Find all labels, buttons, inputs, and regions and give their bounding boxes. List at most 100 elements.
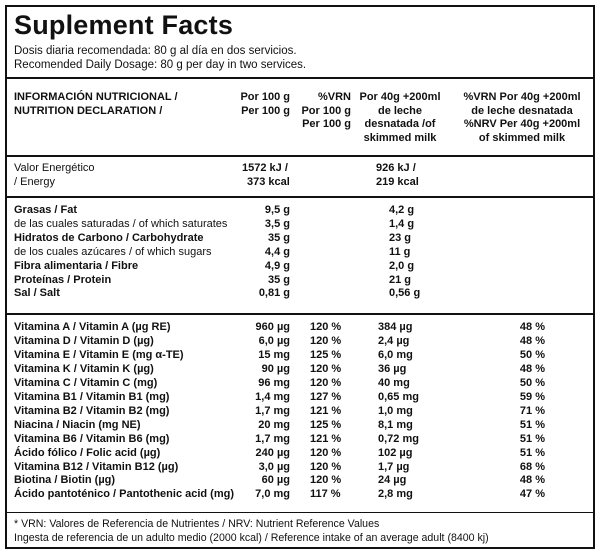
vitamin-row-milk: 40 mg — [378, 376, 410, 389]
vitamin-row-per100: 96 mg — [258, 376, 290, 389]
header-vrn-en: Per 100 g — [302, 118, 351, 131]
vitamin-row-per100: 90 µg — [261, 362, 290, 375]
supplement-facts-panel: Suplement Facts Dosis diaria recomendada… — [5, 5, 595, 549]
vitamin-row-per100: 1,7 mg — [255, 432, 290, 445]
energy-milk-kcal: 219 kcal — [376, 175, 419, 188]
divider-energy — [7, 196, 593, 198]
vitamin-row-milk: 2,4 µg — [378, 334, 410, 347]
macro-row-milk: 1,4 g — [389, 217, 415, 230]
vitamin-row-vrn: 125 % — [310, 418, 342, 431]
vitamin-row-vrn: 120 % — [310, 362, 342, 375]
vitamin-row-vrnmilk: 47 % — [519, 488, 545, 501]
header-milk-line4: skimmed milk — [363, 131, 437, 144]
vitamin-row-vrnmilk: 71 % — [519, 404, 545, 417]
vitamin-row-vrn: 120 % — [310, 474, 342, 487]
vitamin-row-milk: 102 µg — [378, 446, 413, 459]
vitamin-row-milk: 1,7 µg — [378, 460, 410, 473]
header-vrnmilk-line2: de leche desnatada — [471, 104, 573, 117]
vitamin-row-per100: 20 mg — [258, 418, 290, 431]
vitamin-row-vrn: 117 % — [310, 488, 341, 501]
vitamin-row-label: Vitamina E / Vitamin E (mg α-TE) — [14, 348, 184, 361]
macro-row-milk: 23 g — [389, 231, 412, 244]
vitamin-row-per100: 1,4 mg — [255, 390, 290, 403]
vitamin-row-label: Vitamina B1 / Vitamin B1 (mg) — [14, 390, 170, 403]
macro-row-per100: 3,5 g — [264, 217, 290, 230]
macro-row-label: Proteínas / Protein — [14, 273, 112, 286]
vitamin-row-per100: 15 mg — [258, 348, 290, 361]
vitamin-row-milk: 1,0 mg — [378, 404, 413, 417]
vitamin-row-vrnmilk: 68 % — [519, 460, 545, 473]
macro-row-per100: 0,81 g — [258, 287, 290, 300]
vitamin-row-vrnmilk: 48 % — [519, 362, 545, 375]
header-vrnmilk-line4: of skimmed milk — [478, 131, 566, 144]
vitamin-row-per100: 6,0 µg — [258, 334, 290, 347]
vitamin-row-label: Vitamina B2 / Vitamin B2 (mg) — [14, 404, 170, 417]
vitamin-row-vrn: 120 % — [310, 460, 342, 473]
vitamin-row-label: Vitamina D / Vitamin D (µg) — [14, 334, 154, 347]
vitamin-row-label: Niacina / Niacin (mg NE) — [14, 418, 141, 431]
vitamin-row-milk: 24 µg — [378, 474, 407, 487]
energy-milk-kj: 926 kJ / — [376, 162, 416, 174]
vitamin-row-per100: 960 µg — [255, 321, 290, 333]
vitamin-row-vrnmilk: 51 % — [519, 432, 545, 445]
vitamin-row-vrnmilk: 51 % — [519, 446, 545, 459]
macro-row-milk: 21 g — [389, 273, 412, 286]
vitamin-row-vrn: 127 % — [310, 390, 342, 403]
vitamin-row-vrnmilk: 48 % — [519, 321, 545, 333]
vitamin-row-milk: 384 µg — [378, 321, 413, 333]
divider-top — [7, 77, 593, 79]
macro-row-per100: 35 g — [267, 273, 290, 286]
divider-header — [7, 155, 593, 157]
header-vrnmilk-line3: %NRV Per 40g +200ml — [463, 118, 581, 131]
macro-row-label: Fibra alimentaria / Fibre — [14, 259, 139, 272]
vitamin-row-label: Ácido fólico / Folic acid (µg) — [14, 446, 161, 459]
divider-footnotes — [7, 512, 593, 513]
header-label-en: NUTRITION DECLARATION / — [14, 104, 163, 117]
vitamin-row-per100: 3,0 µg — [258, 460, 290, 473]
dosage-es: Dosis diaria recomendada: 80 g al día en… — [14, 45, 297, 57]
footnote-vrn: * VRN: Valores de Referencia de Nutrient… — [14, 518, 380, 530]
header-per100-es: Por 100 g — [240, 91, 290, 103]
header-per100-en: Per 100 g — [241, 104, 290, 117]
macro-row-per100: 35 g — [267, 231, 290, 244]
header-vrn-title: %VRN — [317, 91, 351, 103]
energy-label-es: Valor Energético — [14, 162, 95, 174]
macro-row-label: Grasas / Fat — [14, 204, 77, 216]
vitamin-row-vrn: 120 % — [310, 334, 342, 347]
vitamin-row-label: Biotina / Biotin (µg) — [14, 474, 116, 487]
vitamin-row-per100: 1,7 mg — [255, 404, 290, 417]
dosage-en: Recomended Daily Dosage: 80 g per day in… — [14, 59, 307, 71]
macro-row-label: de las cuales saturadas / of which satur… — [14, 217, 228, 230]
macro-row-per100: 4,4 g — [264, 245, 290, 258]
vitamin-row-per100: 60 µg — [261, 474, 290, 487]
vitamin-row-vrnmilk: 48 % — [519, 474, 545, 487]
macro-row-milk: 2,0 g — [389, 259, 415, 272]
vitamin-row-vrnmilk: 50 % — [519, 348, 545, 361]
divider-macros — [7, 313, 593, 315]
vitamin-row-label: Vitamina C / Vitamin C (mg) — [14, 376, 158, 389]
header-label-es: INFORMACIÓN NUTRICIONAL / — [14, 91, 178, 103]
energy-per100-kcal: 373 kcal — [247, 175, 290, 188]
macro-row-milk: 11 g — [389, 245, 411, 258]
energy-label-en: / Energy — [14, 175, 55, 188]
macro-row-per100: 4,9 g — [264, 259, 290, 272]
vitamin-row-label: Vitamina B12 / Vitamin B12 (µg) — [14, 460, 179, 473]
macro-row-label: Hidratos de Carbono / Carbohydrate — [14, 231, 204, 244]
vitamin-row-milk: 2,8 mg — [378, 488, 413, 501]
vitamin-row-label: Vitamina A / Vitamin A (µg RE) — [14, 321, 171, 333]
macro-row-label: de los cuales azúcares / of which sugars — [14, 245, 212, 258]
vitamin-row-vrn: 121 % — [310, 432, 342, 445]
header-milk-line2: de leche — [377, 104, 423, 117]
vitamin-row-milk: 0,72 mg — [378, 432, 419, 445]
macro-row-milk: 0,56 g — [389, 287, 421, 300]
macro-row-per100: 9,5 g — [264, 204, 290, 216]
vitamin-row-label: Vitamina B6 / Vitamin B6 (mg) — [14, 432, 170, 445]
vitamin-row-milk: 8,1 mg — [378, 418, 413, 431]
vitamin-row-label: Ácido pantoténico / Pantothenic acid (mg… — [14, 488, 235, 501]
vitamin-row-milk: 0,65 mg — [378, 390, 419, 403]
header-vrn-es: Por 100 g — [301, 104, 351, 117]
vitamin-row-per100: 7,0 mg — [255, 488, 290, 501]
header-milk-line1: Por 40g +200ml — [359, 91, 441, 103]
vitamin-row-vrnmilk: 59 % — [519, 390, 545, 403]
vitamin-row-vrnmilk: 50 % — [519, 376, 545, 389]
